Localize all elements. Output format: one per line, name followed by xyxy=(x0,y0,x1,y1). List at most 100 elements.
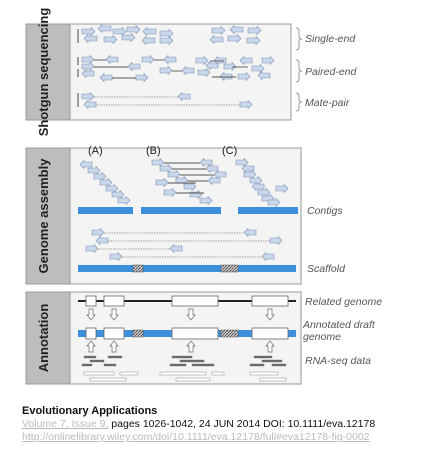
shotgun-section: Shotgun sequencing Single-end Paired-end… xyxy=(25,8,358,137)
read-arrow xyxy=(105,54,119,65)
down-arrows xyxy=(86,308,275,321)
read-arrow xyxy=(121,32,136,43)
rna-read xyxy=(271,363,287,367)
read-arrow xyxy=(227,33,242,44)
scaffold-bar xyxy=(78,265,296,272)
read-arrow xyxy=(269,235,283,246)
scaffold-gap-2 xyxy=(220,264,239,273)
rna-seq-reads xyxy=(81,355,287,382)
read-arrow xyxy=(257,187,271,198)
assembly-section: Genome assembly (A) (B) (C) Contigs Scaf… xyxy=(25,145,346,285)
figure-url-link[interactable]: http://onlinelibrary.wiley.com/doi/10.11… xyxy=(22,431,370,443)
read-arrow xyxy=(81,26,96,37)
read-arrow xyxy=(239,99,253,110)
read-arrow xyxy=(79,159,93,170)
draft-gap-2 xyxy=(220,329,239,338)
rna-seq-label: RNA-seq data xyxy=(305,355,371,367)
read-arrow xyxy=(81,68,95,79)
read-arrow xyxy=(159,163,173,174)
read-arrow xyxy=(189,189,203,200)
read-arrow xyxy=(246,35,261,46)
rna-read xyxy=(89,359,105,363)
rna-read xyxy=(119,371,139,376)
read-arrow xyxy=(261,251,275,262)
read-arrow xyxy=(199,157,213,168)
read-arrow xyxy=(251,63,265,74)
read-arrow xyxy=(99,177,113,188)
rna-read xyxy=(171,355,193,359)
contig-c xyxy=(238,207,298,214)
single-end-brace xyxy=(295,27,303,51)
up-arrows xyxy=(86,340,275,353)
rna-read xyxy=(259,377,287,382)
rna-read xyxy=(81,363,93,367)
panel-c-label: (C) xyxy=(222,145,237,157)
read-arrow xyxy=(163,187,177,198)
read-arrow xyxy=(251,181,265,192)
read-arrow xyxy=(81,91,95,102)
draft-genome-label-box: Annotated draft genome xyxy=(303,319,375,343)
related-genome-label: Related genome xyxy=(305,296,382,308)
read-arrow xyxy=(207,175,221,186)
read-arrow xyxy=(181,65,195,76)
volume-issue-link[interactable]: Volume 7, Issue 9, xyxy=(22,418,109,430)
read-arrow xyxy=(135,72,149,83)
read-arrow xyxy=(237,71,251,82)
read-arrow xyxy=(267,197,281,208)
annotation-label: Annotation xyxy=(36,304,51,373)
read-arrow xyxy=(219,71,233,82)
scaffold-gap-1 xyxy=(132,264,144,273)
annotation-section: Annotation xyxy=(25,291,382,385)
rna-read xyxy=(191,363,215,367)
rna-read xyxy=(249,371,279,376)
read-arrow xyxy=(93,171,107,182)
read-arrow xyxy=(261,55,275,66)
read-arrow xyxy=(126,24,141,35)
read-arrow xyxy=(81,54,95,65)
read-arrow xyxy=(141,54,155,65)
figure-caption: Evolutionary Applications Volume 7, Issu… xyxy=(22,405,422,444)
read-arrow xyxy=(83,99,97,110)
read-arrow xyxy=(159,65,173,76)
read-arrow xyxy=(195,55,209,66)
read-arrow xyxy=(183,181,197,192)
read-arrow xyxy=(205,163,219,174)
read-arrow xyxy=(87,165,101,176)
single-end-label: Single-end xyxy=(305,33,356,45)
draft-gap-1 xyxy=(132,329,144,338)
read-arrow xyxy=(159,35,174,46)
read-arrow xyxy=(141,35,156,46)
rna-read xyxy=(211,371,225,376)
read-arrow xyxy=(151,157,165,168)
mate-pair-brace xyxy=(295,92,303,112)
shotgun-label: Shotgun sequencing xyxy=(36,8,51,137)
scaffold-label: Scaffold xyxy=(307,263,346,275)
rna-read xyxy=(249,363,265,367)
read-arrow xyxy=(239,55,253,66)
read-arrow xyxy=(169,243,183,254)
panel-b-label: (B) xyxy=(146,145,161,157)
read-arrow xyxy=(211,25,226,36)
read-arrow xyxy=(109,251,123,262)
assembly-label: Genome assembly xyxy=(36,158,51,274)
read-arrow xyxy=(257,70,271,81)
rna-read xyxy=(253,355,273,359)
rna-read xyxy=(107,355,123,359)
contigs-label: Contigs xyxy=(307,205,343,217)
rna-read xyxy=(89,377,127,382)
read-arrow xyxy=(81,61,95,72)
read-arrow xyxy=(97,23,112,34)
rna-read xyxy=(175,377,211,382)
read-arrow xyxy=(105,183,119,194)
panel-a-label: (A) xyxy=(88,145,103,157)
read-arrow xyxy=(197,67,211,78)
read-arrow xyxy=(95,235,109,246)
read-arrow xyxy=(155,177,169,188)
read-arrow xyxy=(249,175,263,186)
rna-read xyxy=(179,359,205,363)
related-genome-exons xyxy=(85,295,289,307)
citation-line: Volume 7, Issue 9, pages 1026-1042, 24 J… xyxy=(22,418,422,431)
read-arrow xyxy=(83,33,98,44)
read-arrow xyxy=(142,26,157,37)
read-arrow xyxy=(85,243,99,254)
